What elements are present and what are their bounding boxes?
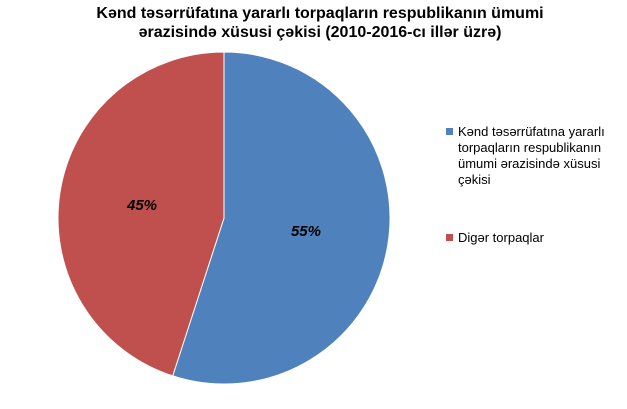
data-label-agricultural-land: 55% (291, 223, 321, 240)
chart-title-line-1: Kənd təsərrüfatına yararlı torpaqların r… (96, 5, 544, 22)
legend: Kənd təsərrüfatına yararlı torpaqların r… (446, 124, 621, 288)
pie-slice-other-land (57, 51, 225, 377)
chart-title: Kənd təsərrüfatına yararlı torpaqların r… (40, 4, 600, 42)
pie-slice-agricultural-land (172, 51, 391, 385)
legend-label-agricultural-land: Kənd təsərrüfatına yararlı torpaqların r… (458, 124, 605, 187)
legend-swatch-other-land (446, 234, 453, 241)
chart-title-line-2: ərazisində xüsusi çəkisi (2010-2016-cı i… (138, 24, 502, 41)
legend-swatch-agricultural-land (446, 128, 453, 135)
legend-label-other-land: Digər torpaqlar (458, 230, 544, 245)
legend-item-agricultural-land: Kənd təsərrüfatına yararlı torpaqların r… (446, 124, 621, 188)
legend-item-other-land: Digər torpaqlar (446, 230, 621, 246)
data-label-other-land: 45% (126, 197, 157, 214)
